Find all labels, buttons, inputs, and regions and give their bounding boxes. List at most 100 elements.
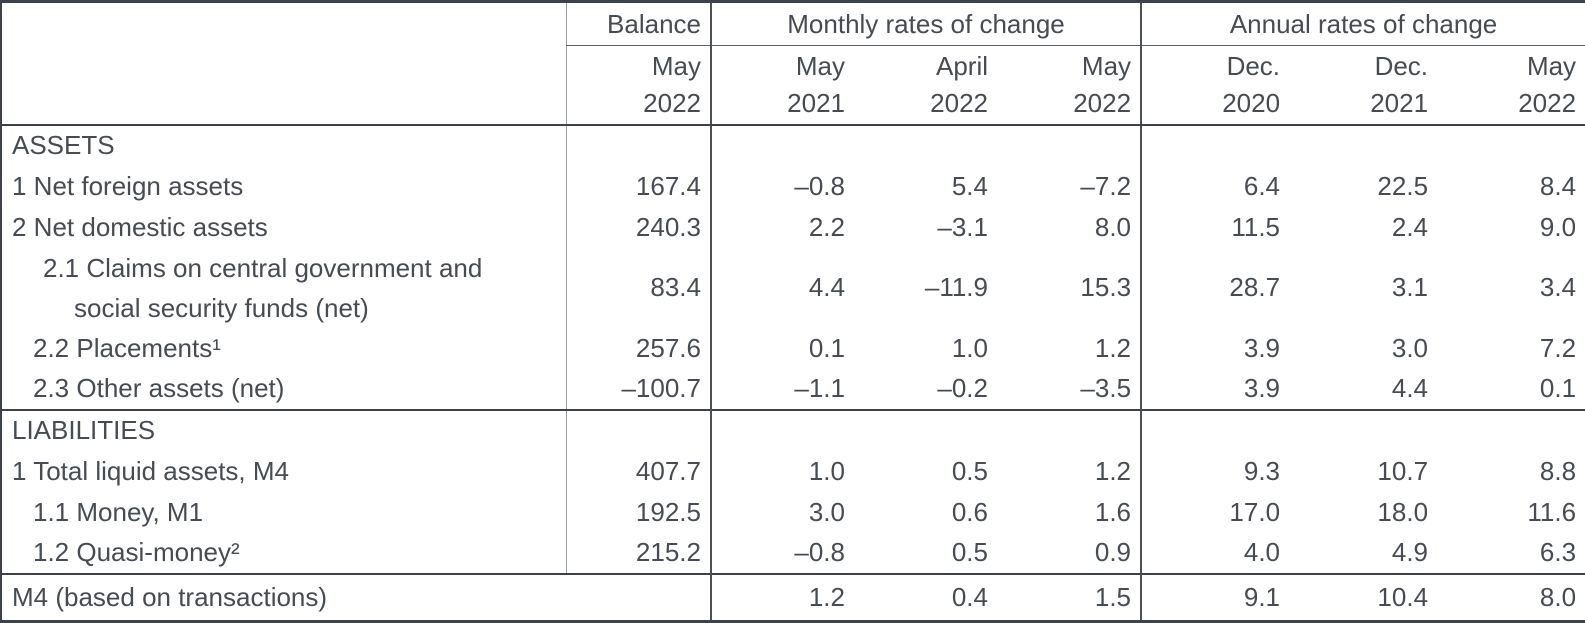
value-cell <box>1437 123 1585 166</box>
value-cell <box>565 408 711 451</box>
value-cell: –7.2 <box>1080 170 1132 201</box>
value-cell: 407.7 <box>565 450 711 492</box>
table-row: 2.1 Claims on central government and soci… <box>1 247 1585 328</box>
period-month: May <box>651 50 701 81</box>
period-header-annual-may-2022: May 2022 <box>1437 45 1585 126</box>
value-cell: 5.4 <box>951 170 988 201</box>
period-month: April <box>935 50 988 81</box>
row-label-line: 2.1 Claims on central government and <box>43 252 483 283</box>
value-cell: 257.6 <box>565 327 711 369</box>
value-cell: 8.0 <box>1094 211 1132 242</box>
value-cell: 8.8 <box>1539 455 1577 486</box>
row-label-line: social security funds (net) <box>74 292 369 323</box>
period-header-row: May 2022 May 2021 April 2022 May 2022 De… <box>1 45 1585 126</box>
period-year: 2021 <box>787 87 845 118</box>
row-label: 2.2 Placements¹ <box>33 332 221 363</box>
period-month: Dec. <box>1374 50 1429 81</box>
value-cell <box>854 408 997 451</box>
value-cell: –100.7 <box>565 368 711 410</box>
value-cell: 3.9 <box>1140 327 1290 369</box>
table-row: 1.2 Quasi-money² 215.2 –0.8 0.5 0.9 4.0 4.9 6.3 <box>1 532 1585 574</box>
corner-cell <box>1 2 566 125</box>
value-cell <box>1289 123 1438 166</box>
table-row: 2 Net domestic assets 240.3 2.2 –3.1 8.0 11.5… <box>1 206 1585 248</box>
value-cell: 3.4 <box>1539 272 1577 302</box>
value-cell: 167.4 <box>565 165 711 207</box>
value-cell: 3.0 <box>710 491 854 533</box>
footer-row: M4 (based on transactions) 1.2 0.4 1.5 9.1 10… <box>1 572 1585 622</box>
value-cell <box>710 408 854 451</box>
table-row: 1 Net foreign assets 167.4 –0.8 5.4 –7.2 6.4 2… <box>1 165 1585 207</box>
value-cell: –0.8 <box>710 532 854 574</box>
table-row: 1.1 Money, M1 192.5 3.0 0.6 1.6 17.0 18.0 11.6 <box>1 491 1585 533</box>
value-cell: 4.0 <box>1140 532 1290 574</box>
value-cell: –1.1 <box>710 368 854 410</box>
value-cell: 10.7 <box>1377 455 1429 486</box>
value-cell: 11.6 <box>1527 496 1577 527</box>
value-cell <box>1289 408 1438 451</box>
period-year: 2022 <box>1073 87 1132 118</box>
value-cell: 192.5 <box>565 491 711 533</box>
period-year: 2022 <box>643 87 701 118</box>
value-cell: 6.4 <box>1140 165 1290 207</box>
section-row: ASSETS <box>1 123 1585 166</box>
value-cell: 1.6 <box>1094 496 1132 527</box>
value-cell: 6.3 <box>1539 537 1577 567</box>
value-cell <box>1437 408 1585 451</box>
row-label: 1 Total liquid assets, M4 <box>12 455 289 486</box>
table-row: 2.3 Other assets (net) –100.7 –1.1 –0.2 –3.5… <box>1 368 1585 410</box>
row-label: LIABILITIES <box>1 408 566 451</box>
value-cell: 215.2 <box>565 532 711 574</box>
value-cell: 0.9 <box>1094 537 1132 567</box>
value-cell: –0.2 <box>937 373 988 403</box>
value-cell: 1.2 <box>710 572 854 622</box>
period-year: 2022 <box>930 87 988 118</box>
value-cell: 11.5 <box>1140 206 1290 248</box>
period-month: May <box>795 50 845 81</box>
value-cell: 28.7 <box>1140 247 1290 328</box>
value-cell: 0.6 <box>951 496 988 527</box>
value-cell: 1.5 <box>997 572 1142 622</box>
value-cell: 0.5 <box>951 455 988 486</box>
period-header-balance-may-2022: May 2022 <box>565 45 711 126</box>
value-cell: –3.1 <box>937 211 988 242</box>
value-cell: 3.9 <box>1140 368 1290 410</box>
value-cell: –0.8 <box>710 165 854 207</box>
value-cell: 3.0 <box>1391 332 1429 363</box>
value-cell: 18.0 <box>1377 496 1429 527</box>
value-cell: 2.2 <box>710 206 854 248</box>
value-cell: 8.4 <box>1539 170 1577 201</box>
period-month: May <box>1526 50 1577 81</box>
row-label: 1 Net foreign assets <box>12 170 244 201</box>
value-cell <box>997 408 1142 451</box>
value-cell: 4.4 <box>1391 373 1429 403</box>
value-cell: 0.1 <box>710 327 854 369</box>
row-label: 2.3 Other assets (net) <box>33 373 285 403</box>
period-year: 2020 <box>1222 87 1281 118</box>
value-cell <box>854 123 997 166</box>
value-cell <box>710 123 854 166</box>
table-body: ASSETS 1 Net foreign assets 167.4 –0.8 5.4 –7… <box>1 123 1585 622</box>
value-cell: 1.0 <box>710 450 854 492</box>
annual-rates-group-header: Annual rates of change <box>1140 1 1585 46</box>
value-cell <box>1140 408 1290 451</box>
value-cell <box>997 123 1142 166</box>
row-label: M4 (based on transactions) <box>1 572 711 622</box>
period-header-dec-2021: Dec. 2021 <box>1289 45 1438 126</box>
value-cell: 17.0 <box>1140 491 1290 533</box>
period-header-dec-2020: Dec. 2020 <box>1140 45 1290 126</box>
row-label: ASSETS <box>1 123 566 166</box>
value-cell: 4.9 <box>1391 537 1429 567</box>
row-label: 1.2 Quasi-money² <box>33 537 240 567</box>
balance-column-header: Balance <box>565 1 711 46</box>
value-cell: 4.4 <box>710 247 854 328</box>
table-row: 2.2 Placements¹ 257.6 0.1 1.0 1.2 3.9 3.0 7.2 <box>1 327 1585 369</box>
monthly-rates-group-header: Monthly rates of change <box>709 1 1142 46</box>
row-label: 2 Net domestic assets <box>12 211 268 242</box>
period-month: Dec. <box>1226 50 1281 81</box>
value-cell: –11.9 <box>924 272 988 302</box>
value-cell <box>1140 123 1290 166</box>
value-cell: 7.2 <box>1539 332 1577 363</box>
value-cell: 2.4 <box>1391 211 1429 242</box>
